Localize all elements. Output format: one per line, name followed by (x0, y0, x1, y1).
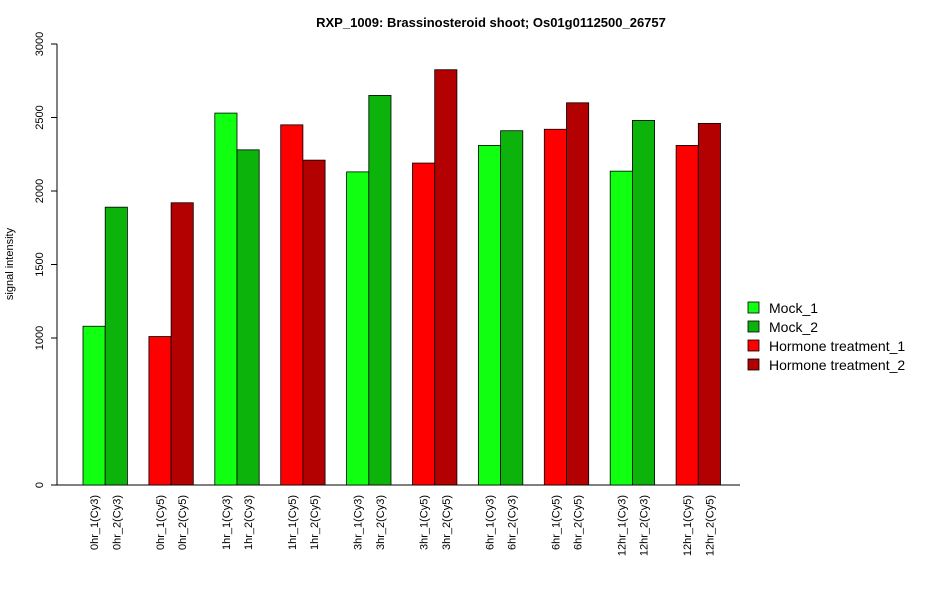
legend-entry-label: Hormone treatment_1 (769, 338, 905, 354)
legend-swatch (747, 320, 760, 333)
x-tick-label: 1hr_1(Cy3) (221, 495, 233, 550)
bar (214, 112, 238, 486)
y-tick-label: 1500 (34, 252, 46, 276)
x-tick-label: 0hr_2(Cy3) (111, 495, 123, 550)
bar (148, 336, 172, 486)
x-tick-label: 6hr_2(Cy5) (573, 495, 585, 550)
bar (675, 145, 699, 486)
x-tick-label: 3hr_1(Cy5) (419, 495, 431, 550)
bar (280, 124, 304, 486)
y-tick-label: 3000 (34, 32, 46, 56)
bar (368, 95, 392, 486)
bar (477, 145, 501, 486)
x-tick-label: 12hr_2(Cy3) (639, 495, 651, 556)
x-tick-labels: 0hr_1(Cy3) 0hr_2(Cy3) 0hr_1(Cy5) 0hr_2(Cy5)… (89, 495, 716, 556)
y-axis: 0 1000 1500 2000 2500 3000 (34, 32, 58, 488)
x-tick-label: 1hr_2(Cy5) (309, 495, 321, 550)
y-tick-label: 1000 (34, 326, 46, 350)
legend-swatch (747, 339, 760, 352)
x-tick-label: 3hr_2(Cy5) (441, 495, 453, 550)
x-tick-label: 12hr_1(Cy5) (682, 495, 694, 556)
legend-swatch (747, 301, 760, 314)
bar (500, 130, 524, 486)
y-tick-label: 2500 (34, 105, 46, 129)
bar (609, 170, 633, 486)
y-axis-label: signal intensity (4, 227, 16, 300)
bar (412, 162, 436, 486)
x-tick-label: 1hr_1(Cy5) (287, 495, 299, 550)
legend: Mock_1 Mock_2 Hormone treatment_1 Hormone t… (747, 300, 905, 373)
bar (632, 120, 656, 486)
x-tick-label: 12hr_1(Cy3) (616, 495, 628, 556)
legend-entry-label: Mock_2 (769, 319, 818, 335)
bar (566, 102, 590, 486)
bar (302, 159, 326, 486)
bar (697, 122, 721, 486)
x-tick-label: 6hr_1(Cy3) (485, 495, 497, 550)
bar (104, 206, 128, 486)
y-tick-label: 2000 (34, 179, 46, 203)
bars (82, 69, 721, 486)
bar (434, 69, 458, 486)
x-tick-label: 0hr_1(Cy3) (89, 495, 101, 550)
x-tick-label: 6hr_2(Cy3) (507, 495, 519, 550)
bar (346, 171, 370, 486)
x-tick-label: 3hr_2(Cy3) (375, 495, 387, 550)
bar (82, 325, 106, 486)
chart-title: RXP_1009: Brassinosteroid shoot; Os01g01… (316, 15, 666, 30)
y-tick-label: 0 (34, 482, 46, 488)
bar (543, 128, 567, 486)
legend-entry-label: Mock_1 (769, 300, 818, 316)
legend-entry-label: Hormone treatment_2 (769, 357, 905, 373)
x-tick-label: 6hr_1(Cy5) (550, 495, 562, 550)
bar (170, 202, 194, 486)
legend-swatch (747, 358, 760, 371)
x-tick-label: 0hr_1(Cy5) (155, 495, 167, 550)
x-tick-label: 1hr_2(Cy3) (243, 495, 255, 550)
x-tick-label: 3hr_1(Cy3) (353, 495, 365, 550)
bar (236, 149, 260, 486)
x-tick-label: 12hr_2(Cy5) (704, 495, 716, 556)
x-tick-label: 0hr_2(Cy5) (177, 495, 189, 550)
